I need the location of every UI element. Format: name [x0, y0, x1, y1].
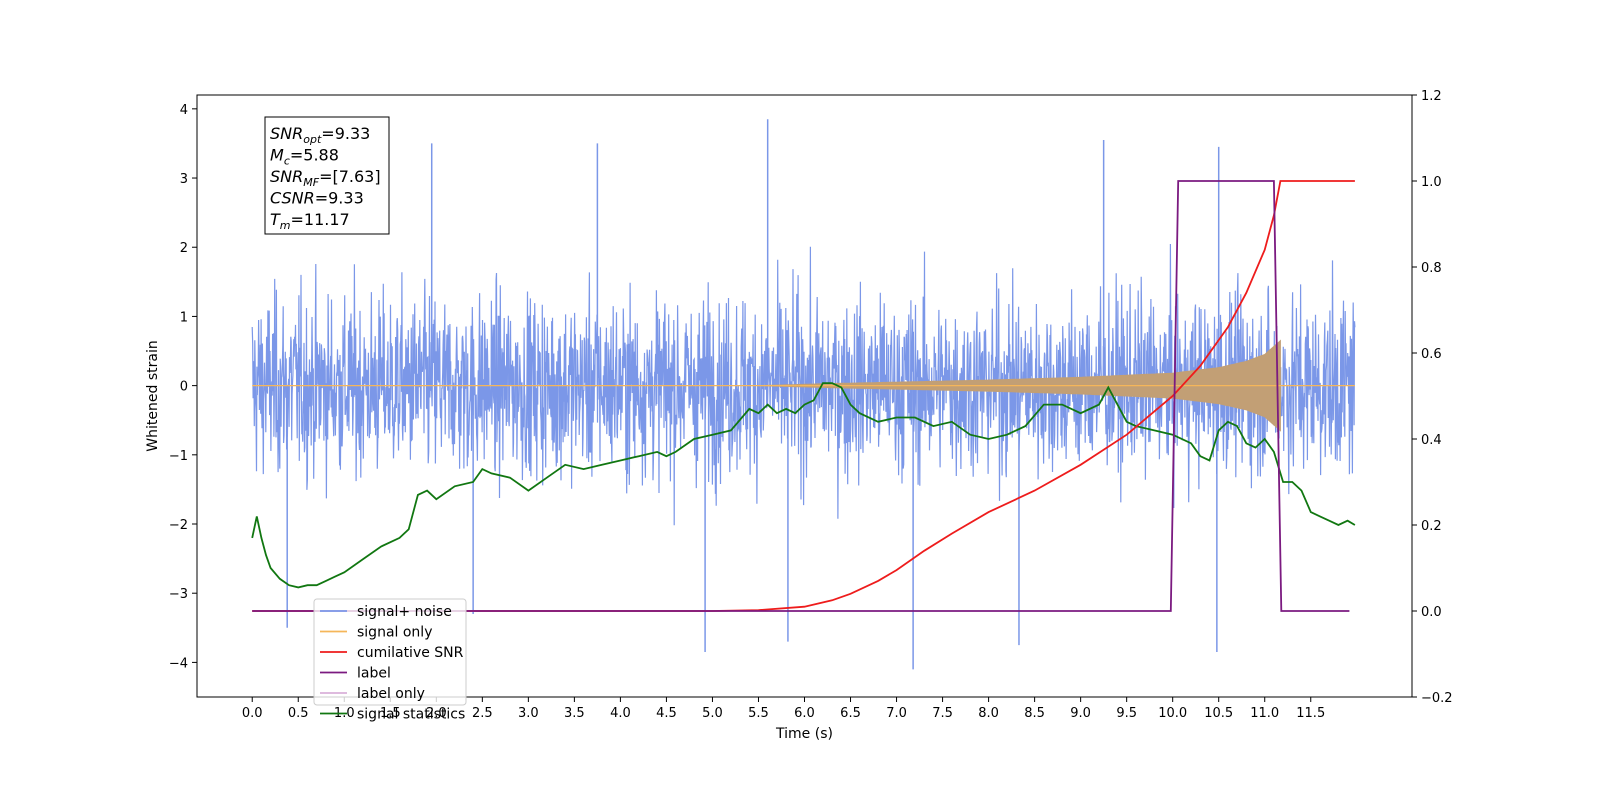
- x-tick-label: 0.5: [288, 706, 309, 721]
- y-tick-label-right: 1.2: [1421, 89, 1442, 104]
- x-tick-label: 9.0: [1070, 706, 1091, 721]
- legend: signal+ noise signal only cumilative SNR la…: [313, 598, 467, 723]
- annotation-line: SNRMF=[7.63]: [270, 167, 381, 189]
- legend-entry: cumilative SNR: [357, 645, 464, 661]
- y-tick-label-right: −0.2: [1421, 691, 1453, 706]
- y-tick-label-left: 4: [180, 103, 188, 118]
- x-tick-label: 11.5: [1296, 706, 1325, 721]
- x-tick-label: 3.0: [518, 706, 539, 721]
- y-tick-label-left: −1: [169, 449, 188, 464]
- x-axis-label: Time (s): [775, 726, 833, 742]
- x-tick-label: 7.0: [886, 706, 907, 721]
- annotation-box-frame: [264, 116, 390, 235]
- y-axis-right: −0.2 0.0 0.2 0.4 0.6 0.8 1.0 1.2: [1412, 89, 1453, 706]
- x-tick-label: 9.5: [1116, 706, 1137, 721]
- y-tick-label-left: −3: [169, 587, 188, 602]
- x-axis: 0.0 0.5 1.0 1.5 2.0 2.5 3.0 3.5 4.0 4.5 5.0 5.5 6.0 6…: [242, 697, 1325, 721]
- signal-only-series: [252, 339, 1355, 432]
- y-tick-label-right: 0.2: [1421, 519, 1442, 534]
- annotation-line: CSNR=9.33: [270, 189, 364, 208]
- y-tick-label-left: 3: [180, 172, 188, 187]
- y-tick-label-left: 2: [180, 241, 188, 256]
- legend-entry: signal+ noise: [357, 604, 452, 620]
- y-tick-label-left: 0: [180, 380, 188, 395]
- cumulative-snr-line: [252, 180, 1355, 612]
- x-tick-label: 3.5: [564, 706, 585, 721]
- x-tick-label: 8.5: [1024, 706, 1045, 721]
- legend-entry: label only: [357, 686, 425, 702]
- x-tick-label: 2.5: [472, 706, 493, 721]
- x-tick-label: 5.5: [748, 706, 769, 721]
- x-tick-label: 6.5: [840, 706, 861, 721]
- x-tick-label: 8.0: [978, 706, 999, 721]
- x-tick-label: 0.0: [242, 706, 263, 721]
- y-tick-label-left: −4: [169, 656, 188, 671]
- annotation-line: Mc=5.88: [270, 146, 339, 168]
- y-tick-label-right: 0.0: [1421, 605, 1442, 620]
- x-tick-label: 4.0: [610, 706, 631, 721]
- y-axis-label: Whitened strain: [145, 340, 161, 451]
- x-tick-label: 1.5: [380, 706, 401, 721]
- y-tick-label-right: 1.0: [1421, 175, 1442, 190]
- x-tick-label: 7.5: [932, 706, 953, 721]
- y-tick-label-right: 0.6: [1421, 347, 1442, 362]
- annotation-line: SNRopt=9.33: [270, 124, 370, 146]
- y-tick-label-right: 0.8: [1421, 261, 1442, 276]
- y-tick-label-right: 0.4: [1421, 433, 1442, 448]
- legend-frame: [313, 598, 467, 706]
- x-tick-label: 4.5: [656, 706, 677, 721]
- x-tick-label: 10.0: [1158, 706, 1187, 721]
- y-axis-left: −4 −3 −2 −1 0 1 2 3 4: [169, 103, 197, 671]
- legend-entry: signal only: [357, 625, 432, 641]
- x-tick-label: 5.0: [702, 706, 723, 721]
- x-tick-label: 10.5: [1204, 706, 1233, 721]
- y-tick-label-left: −2: [169, 518, 188, 533]
- x-tick-label: 11.0: [1250, 706, 1279, 721]
- annotation-line: Tm=11.17: [270, 210, 350, 232]
- line-series: [251, 180, 1356, 612]
- legend-entry: label: [357, 666, 391, 682]
- legend-entry: signal statistics: [357, 707, 465, 723]
- signal-statistics-line: [251, 382, 1356, 589]
- x-tick-label: 6.0: [794, 706, 815, 721]
- x-tick-label: 2.0: [426, 706, 447, 721]
- label-line: [252, 180, 1350, 612]
- y-tick-label-left: 1: [180, 310, 188, 325]
